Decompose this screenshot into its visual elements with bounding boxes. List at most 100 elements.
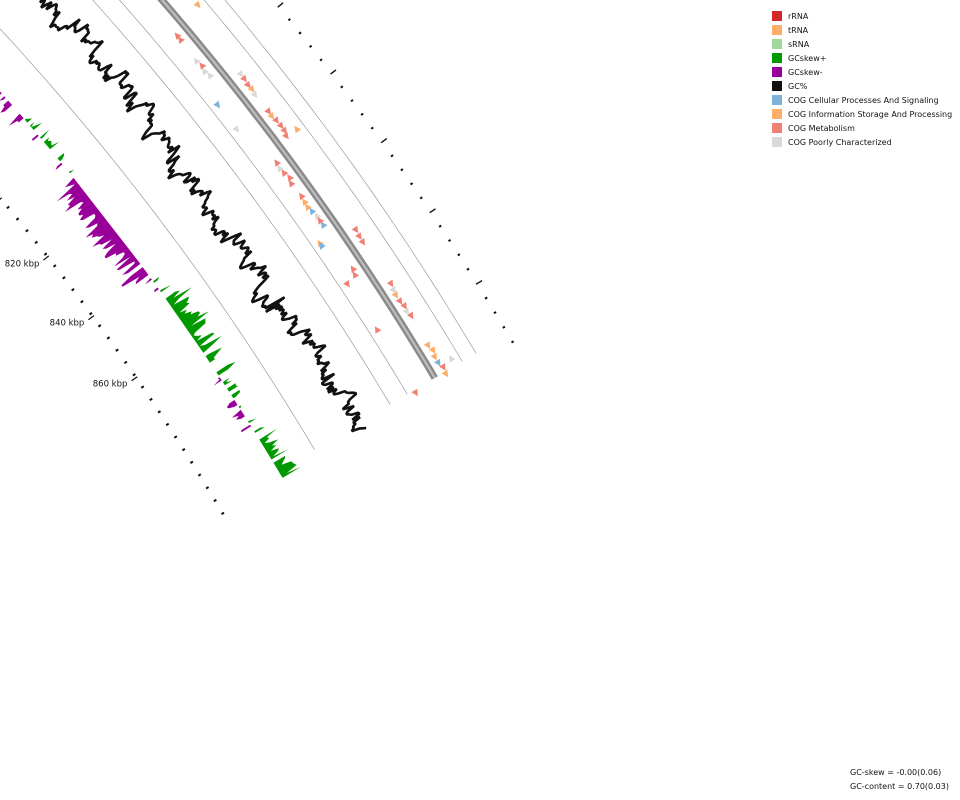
gc-skew-negative-area — [225, 393, 231, 397]
gene-arrow — [201, 68, 209, 76]
track-guide-circle — [203, 0, 463, 362]
gc-skew-positive-area — [63, 160, 70, 166]
gc-skew-negative-area — [53, 153, 54, 155]
gc-skew-negative-area — [48, 150, 52, 154]
gc-skew-positive-area — [214, 367, 217, 370]
gene-arrow — [264, 107, 272, 115]
gc-skew-positive-area — [254, 427, 265, 433]
legend-swatch — [772, 123, 782, 133]
outer-scale — [277, 2, 515, 344]
gc-skew-positive-area — [6, 95, 11, 100]
legend-item-cog-metabolism: COG Metabolism — [772, 121, 952, 135]
gc-skew-negative-area — [61, 174, 72, 183]
minor-tick — [205, 486, 210, 490]
gc-skew-positive-area — [257, 434, 261, 437]
outer-major-tick — [475, 280, 483, 285]
gc-skew-negative-area — [148, 284, 156, 290]
gc-skew-positive-area — [238, 405, 242, 409]
minor-tick — [132, 373, 136, 377]
legend-swatch — [772, 137, 782, 147]
gc-skew-negative-area — [248, 434, 257, 440]
legend-label: rRNA — [788, 11, 809, 21]
legend-swatch — [772, 81, 782, 91]
gene-arrow — [314, 212, 322, 221]
outer-minor-tick — [319, 58, 323, 62]
minor-tick — [34, 240, 39, 245]
gene-arrow — [280, 126, 288, 134]
gc-skew-positive-area — [24, 118, 33, 123]
outer-minor-tick — [340, 85, 344, 89]
minor-tick — [62, 276, 66, 280]
gc-skew-positive-area — [156, 285, 158, 286]
legend: rRNA tRNA sRNA GCskew+ GCskew- GC% COG C… — [772, 9, 952, 149]
gene-arrow — [309, 207, 317, 216]
track-guide-circle — [92, 0, 391, 405]
tick-label: 840 kbp — [50, 319, 85, 329]
gc-skew-positive-area — [212, 362, 217, 366]
gc-skew-negative-area — [0, 96, 6, 101]
gene-arrow — [400, 301, 407, 310]
gene-arrow — [199, 62, 207, 70]
gc-skew-positive-area — [159, 285, 172, 293]
gc-skew-negative-area — [22, 124, 29, 130]
gc-skew-positive-area — [3, 93, 5, 95]
gene-arrow — [232, 125, 240, 133]
gene-arrow — [350, 265, 358, 273]
gene-arrow — [441, 369, 448, 378]
minor-tick — [189, 460, 194, 464]
gc-skew-negative-area — [57, 170, 68, 179]
gc-skew-negative-area — [145, 278, 152, 285]
legend-item-gcskew-plus: GCskew+ — [772, 51, 952, 65]
legend-item-gcskew-minus: GCskew- — [772, 65, 952, 79]
gene-arrow — [282, 131, 289, 140]
track-guide-circle — [0, 28, 315, 450]
gc-skew-negative-area — [217, 386, 226, 393]
gene-arrow — [213, 100, 221, 109]
gene-arrow — [430, 352, 437, 361]
gc-skew-positive-area — [52, 149, 56, 153]
outer-minor-tick — [466, 267, 470, 271]
gc-skew-positive-area — [57, 153, 65, 162]
legend-label: tRNA — [788, 25, 809, 35]
gc-skew-negative-area — [211, 367, 214, 369]
gc-skew-positive-area — [40, 129, 50, 139]
gene-arrow — [386, 279, 394, 288]
legend-swatch — [772, 95, 782, 105]
gc-skew-positive-area — [149, 273, 154, 277]
outer-minor-tick — [298, 31, 302, 35]
outer-minor-tick — [287, 18, 291, 22]
outer-major-tick — [380, 138, 388, 144]
gc-skew-positive-area — [227, 383, 238, 392]
gc-skew-negative-area — [42, 140, 43, 141]
gc-skew-negative-area — [250, 429, 254, 432]
outer-minor-tick — [390, 154, 394, 158]
minor-tick — [88, 311, 93, 316]
outer-minor-tick — [419, 196, 423, 200]
tick-label: 820 kbp — [5, 259, 40, 269]
gc-skew-negative-area — [56, 177, 141, 275]
minor-tick — [220, 511, 225, 516]
outer-minor-tick — [493, 311, 497, 315]
gene-arrow — [288, 180, 296, 188]
gene-arrow — [193, 57, 201, 66]
minor-tick — [149, 397, 153, 402]
gc-skew-negative-area — [160, 297, 165, 300]
gc-skew-negative-area — [205, 364, 211, 368]
gene-arrow — [277, 165, 284, 173]
legend-label: GC% — [788, 81, 808, 91]
gc-skew-negative-area — [158, 293, 163, 297]
gc-skew-negative-area — [16, 110, 18, 112]
gc-skew-stat: GC-skew = -0.00(0.06) — [850, 768, 942, 777]
gc-skew-track — [0, 88, 301, 478]
gc-skew-positive-area — [248, 418, 257, 423]
gene-arrow — [320, 221, 328, 229]
gc-skew-positive-area — [66, 164, 73, 169]
minor-tick — [115, 348, 119, 352]
gc-skew-positive-area — [72, 173, 76, 177]
legend-item-cog-poorly: COG Poorly Characterized — [772, 135, 952, 149]
gene-arrow — [317, 217, 325, 225]
gc-skew-positive-area — [163, 292, 168, 296]
outer-minor-tick — [438, 224, 442, 228]
gc-content-track — [38, 0, 367, 433]
